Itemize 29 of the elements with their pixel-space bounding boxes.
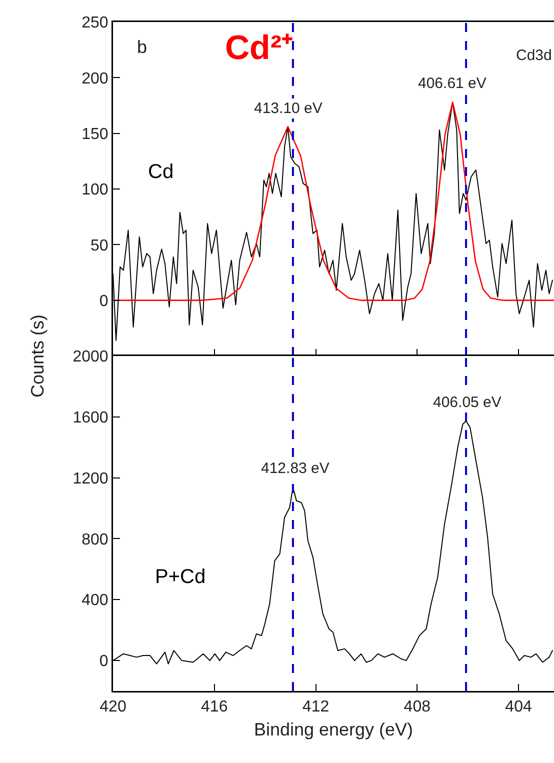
annotation: Cd²⁺	[225, 29, 293, 67]
y-axis-title: Counts (s)	[28, 314, 48, 398]
x-tick-label: 408	[404, 698, 431, 716]
y-tick-label: 250	[82, 14, 108, 32]
y-tick-label: 200	[82, 70, 108, 88]
y-tick-label: 2000	[72, 348, 108, 366]
y-tick-label: 400	[82, 592, 108, 610]
x-tick-label: 420	[100, 698, 126, 716]
annotation: 412.83 eV	[261, 460, 330, 477]
series-label: Cd	[148, 161, 174, 183]
y-tick-label: 50	[90, 237, 108, 254]
y-tick-label: 100	[82, 182, 108, 199]
x-axis-title: Binding energy (eV)	[254, 720, 414, 740]
x-tick-label: 404	[505, 698, 532, 716]
y-tick-label: 1600	[72, 410, 108, 427]
x-tick-label: 416	[201, 698, 228, 716]
x-tick-label: 412	[302, 698, 330, 716]
y-tick-label: 0	[99, 653, 108, 670]
text: P+Cd	[155, 566, 206, 588]
y-tick-label: 800	[82, 531, 108, 548]
annotation: 406.05 eV	[433, 394, 502, 411]
annotation: b	[137, 37, 148, 57]
y-tick-label: 150	[82, 126, 108, 143]
y-tick-label: 0	[99, 292, 108, 310]
annotation: 406.61 eV	[418, 75, 486, 92]
annotation: Cd3d	[516, 47, 552, 64]
line-series	[113, 102, 554, 301]
annotation: 413.10 eV	[254, 100, 322, 117]
y-tick-label: 1200	[72, 470, 108, 488]
